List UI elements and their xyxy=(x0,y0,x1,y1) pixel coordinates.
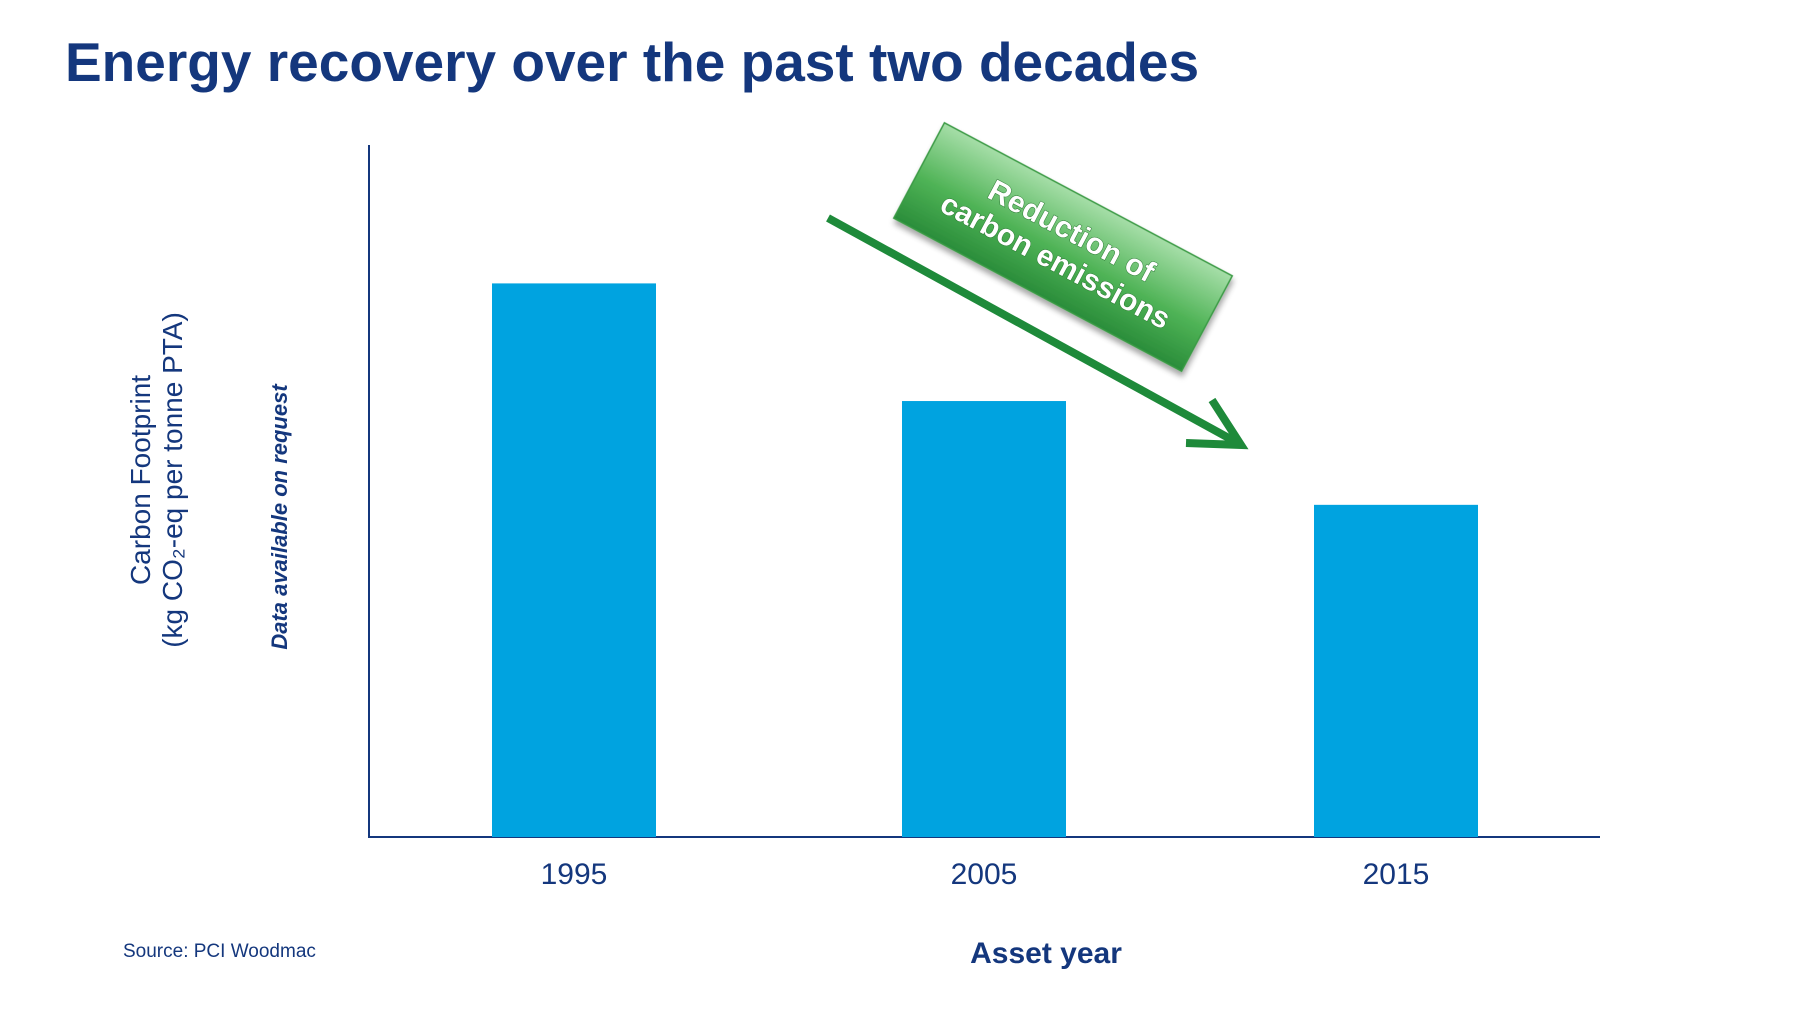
trend-arrow xyxy=(826,214,1249,450)
x-axis-label: Asset year xyxy=(970,937,1122,970)
y-axis-label: Carbon Footprint xyxy=(125,375,156,585)
bar xyxy=(902,401,1066,837)
annotation-box: Reduction of carbon emissions xyxy=(892,121,1234,373)
y-axis-label: (kg CO₂-eq per tonne PTA) xyxy=(157,312,188,648)
x-tick-label: 2015 xyxy=(1363,858,1430,891)
x-tick-label: 1995 xyxy=(541,858,608,891)
chart-title: Energy recovery over the past two decade… xyxy=(65,31,1199,93)
x-tick-label: 2005 xyxy=(951,858,1018,891)
bar xyxy=(1314,504,1478,837)
source: Source: PCI Woodmac xyxy=(123,941,316,962)
note: Data available on request xyxy=(267,383,292,650)
bar xyxy=(492,283,656,837)
